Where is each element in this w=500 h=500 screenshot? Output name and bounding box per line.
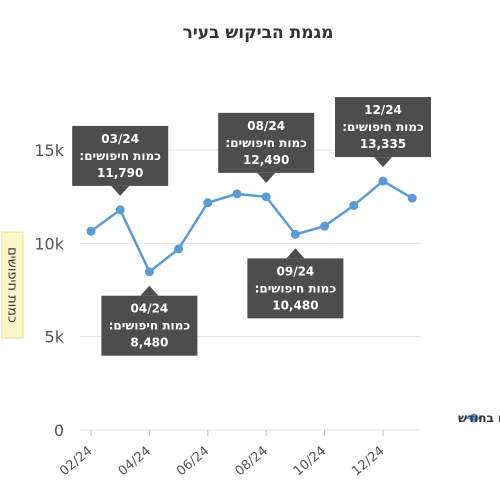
data-point [320, 221, 330, 231]
x-tick-label: 12/24 [349, 444, 387, 480]
data-point [232, 189, 242, 199]
callout-pointer [257, 172, 276, 183]
data-point [115, 205, 125, 215]
callout-pointer [140, 285, 159, 296]
callout-date: 04/24 [131, 302, 169, 316]
callout-box [335, 97, 431, 158]
y-axis-label-text: כמות חיפושים [5, 247, 20, 323]
series-group [86, 176, 417, 277]
data-point [86, 226, 96, 236]
legend-marker [469, 413, 479, 423]
legend-label: חיפושים בחודש [458, 411, 500, 425]
callout-value: 8,480 [130, 336, 168, 350]
callout-label: כמות חיפושים: [342, 120, 424, 134]
y-tick-label: 0 [54, 421, 64, 440]
data-point [174, 244, 184, 254]
callout-box [72, 125, 169, 186]
callout-date: 03/24 [101, 132, 139, 146]
data-point [261, 192, 271, 202]
x-tick-label: 02/24 [57, 444, 95, 480]
callout: 08/24 כמות חיפושים: 12,490 [218, 112, 315, 183]
callouts: 03/24 כמות חיפושים: 11,790 04/24 כמות חיפושי… [72, 97, 431, 356]
x-tick-label: 04/24 [116, 444, 154, 480]
callout: 04/24 כמות חיפושים: 8,480 [101, 285, 198, 356]
chart-title: מגמת הביקוש בעיר [183, 23, 334, 43]
data-point [378, 176, 388, 186]
callout-pointer [111, 185, 130, 196]
callout-label: כמות חיפושים: [109, 319, 191, 333]
y-axis-ticks: 0 5k 10k 15k [34, 141, 64, 440]
y-tick-label: 15k [34, 141, 64, 160]
x-axis-ticks: 02/24 04/24 06/24 08/24 10/24 12/24 [57, 430, 388, 480]
data-point [407, 193, 417, 203]
series-line [89, 179, 414, 273]
data-point [290, 229, 300, 239]
callout-value: 13,335 [360, 137, 406, 151]
callout-value: 11,790 [97, 166, 143, 180]
callout: 12/24 כמות חיפושים: 13,335 [335, 97, 431, 168]
data-point [144, 267, 154, 277]
data-point [349, 200, 359, 210]
callout-box [218, 112, 315, 173]
callout-box [247, 258, 344, 319]
callout-label: כמות חיפושים: [79, 149, 161, 163]
callout-pointer [374, 157, 392, 168]
callout-value: 12,490 [243, 153, 289, 167]
y-axis-label-box [1, 231, 24, 339]
x-tick-label: 10/24 [291, 444, 329, 480]
data-point [203, 198, 213, 208]
callout-date: 08/24 [247, 119, 285, 133]
x-tick-label: 06/24 [174, 444, 212, 480]
x-tick-label: 08/24 [232, 444, 270, 480]
legend[interactable]: חיפושים בחודש [458, 411, 500, 425]
callout-pointer [286, 248, 305, 259]
y-axis-label: כמות חיפושים [1, 231, 24, 339]
y-tick-label: 5k [45, 328, 65, 347]
callout-date: 12/24 [364, 103, 402, 117]
callout: 09/24 כמות חיפושים: 10,480 [247, 248, 344, 319]
callout-date: 09/24 [277, 264, 315, 278]
y-tick-label: 10k [34, 234, 64, 253]
callout-label: כמות חיפושים: [225, 136, 307, 150]
callout-label: כמות חיפושים: [255, 281, 337, 295]
callout-box [101, 295, 198, 356]
callout-value: 10,480 [272, 298, 318, 312]
callout: 03/24 כמות חיפושים: 11,790 [72, 125, 169, 196]
